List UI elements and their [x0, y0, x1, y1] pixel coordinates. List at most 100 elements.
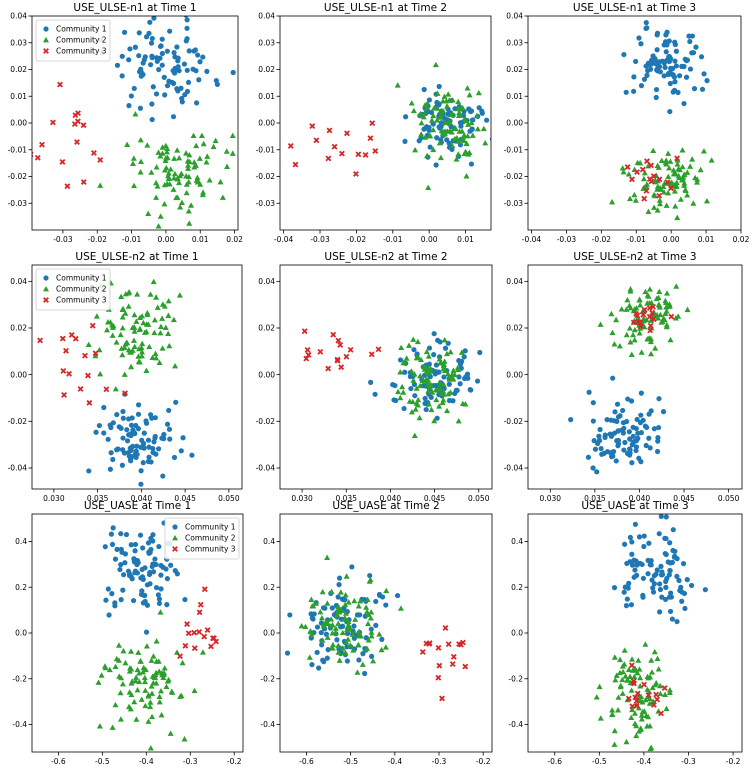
point-community-2 — [162, 324, 169, 330]
point-community-2 — [405, 342, 412, 348]
point-community-3 — [287, 143, 294, 149]
point-community-1 — [143, 418, 149, 424]
point-community-2 — [229, 132, 236, 139]
point-community-2 — [646, 286, 653, 292]
point-community-2 — [161, 200, 168, 207]
point-community-2 — [649, 684, 656, 691]
point-community-2 — [364, 596, 371, 602]
point-community-2 — [652, 192, 659, 199]
data-points — [609, 20, 715, 221]
legend-marker — [43, 297, 49, 303]
point-community-1 — [136, 53, 142, 59]
point-community-2 — [507, 380, 513, 385]
point-community-3 — [640, 311, 647, 318]
point-community-1 — [138, 66, 144, 72]
point-community-1 — [681, 100, 687, 107]
point-community-2 — [104, 326, 111, 333]
point-community-2 — [663, 161, 670, 167]
point-community-1 — [335, 594, 341, 600]
point-community-2 — [636, 728, 643, 734]
point-community-2 — [657, 682, 664, 689]
point-community-2 — [206, 177, 213, 183]
point-community-2 — [645, 293, 652, 299]
point-community-1 — [457, 361, 464, 367]
point-community-2 — [165, 170, 172, 176]
point-community-1 — [154, 58, 160, 64]
point-community-1 — [701, 71, 707, 77]
point-community-2 — [631, 191, 638, 198]
point-community-2 — [324, 634, 331, 640]
point-community-2 — [176, 179, 183, 186]
point-community-3 — [630, 678, 637, 684]
legend-label: Community 2 — [185, 534, 236, 543]
point-community-1 — [667, 108, 673, 115]
point-community-1 — [149, 0, 154, 1]
point-community-2 — [158, 323, 165, 330]
point-community-2 — [336, 657, 343, 663]
point-community-1 — [314, 649, 320, 656]
point-community-3 — [641, 306, 648, 313]
point-community-2 — [420, 113, 427, 120]
point-community-2 — [110, 323, 117, 329]
point-community-2 — [630, 331, 637, 338]
point-community-1 — [119, 73, 125, 79]
point-community-2 — [656, 288, 663, 295]
point-community-1 — [164, 83, 171, 89]
point-community-2 — [618, 306, 625, 312]
point-community-2 — [183, 189, 190, 196]
point-community-1 — [103, 597, 109, 603]
point-community-1 — [474, 378, 481, 384]
point-community-2 — [628, 687, 635, 693]
point-community-2 — [666, 164, 673, 171]
point-community-1 — [672, 58, 678, 64]
scatter-panel-8: USE_UASE at Time 2 -0.6 -0.5 -0.4 -0.3 -0.2 -0… — [260, 500, 493, 766]
point-community-3 — [368, 351, 375, 358]
point-community-2 — [623, 331, 630, 338]
point-community-3 — [337, 342, 344, 348]
point-community-2 — [335, 642, 342, 648]
point-community-1 — [179, 95, 185, 102]
point-community-1 — [656, 396, 662, 402]
point-community-1 — [461, 354, 467, 360]
point-community-2 — [157, 609, 164, 615]
x-tick-label: 0.00 — [663, 235, 680, 244]
point-community-2 — [596, 683, 603, 690]
point-community-3 — [355, 151, 362, 158]
point-community-2 — [438, 107, 445, 114]
point-community-2 — [150, 653, 157, 659]
x-tick-label: -0.5 — [95, 757, 110, 766]
point-community-2 — [155, 149, 162, 155]
point-community-1 — [633, 58, 639, 65]
point-community-1 — [632, 521, 639, 527]
point-community-2 — [143, 643, 150, 649]
point-community-2 — [662, 691, 669, 697]
panel-title: USE_ULSE-n2 at Time 1 — [75, 251, 198, 263]
point-community-2 — [133, 318, 140, 324]
point-community-2 — [648, 669, 655, 675]
point-community-1 — [156, 600, 163, 607]
point-community-1 — [133, 422, 139, 429]
point-community-1 — [424, 124, 430, 130]
point-community-1 — [687, 66, 694, 72]
point-community-1 — [630, 433, 636, 439]
point-community-2 — [142, 687, 149, 693]
point-community-2 — [638, 349, 645, 355]
point-community-2 — [376, 631, 383, 637]
point-community-1 — [196, 77, 202, 83]
point-community-1 — [181, 61, 188, 67]
point-community-2 — [639, 708, 646, 715]
point-community-3 — [649, 309, 656, 316]
point-community-2 — [423, 364, 430, 371]
point-community-1 — [663, 514, 669, 520]
point-community-2 — [455, 112, 462, 118]
point-community-2 — [355, 603, 362, 609]
point-community-1 — [135, 411, 142, 417]
axes-frame — [527, 264, 743, 490]
point-community-2 — [611, 341, 618, 347]
point-community-2 — [681, 180, 688, 186]
point-community-1 — [344, 630, 351, 637]
point-community-1 — [677, 587, 683, 594]
point-community-2 — [637, 683, 644, 689]
point-community-2 — [427, 381, 434, 388]
